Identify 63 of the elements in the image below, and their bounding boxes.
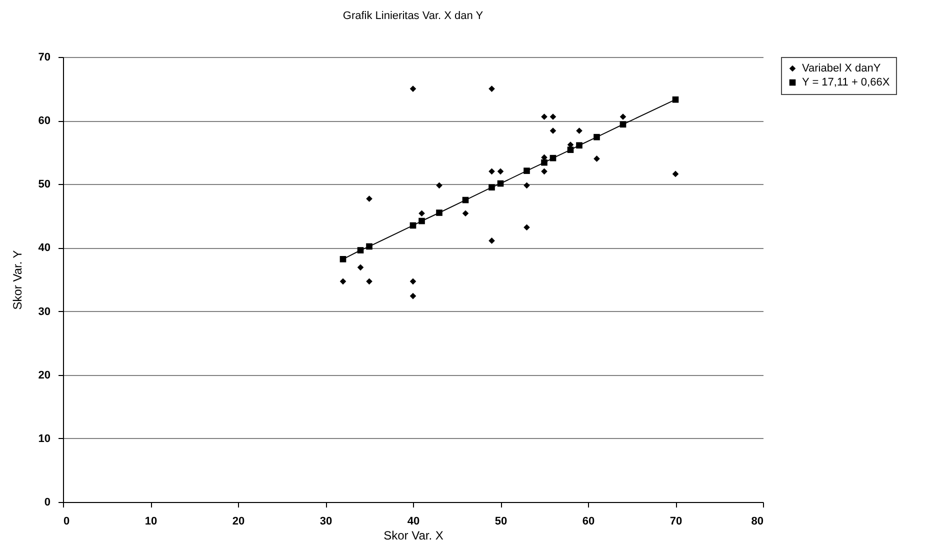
x-tick-label: 10 bbox=[144, 516, 158, 528]
x-tick-label: 40 bbox=[407, 516, 420, 528]
point bbox=[550, 154, 556, 162]
point bbox=[524, 224, 530, 231]
x-tick-label: 30 bbox=[320, 516, 332, 528]
x-tick-label: 50 bbox=[494, 516, 508, 528]
y-tick-label: 50 bbox=[38, 178, 50, 191]
x-axis-title: Skor Var. X bbox=[384, 528, 444, 542]
point bbox=[436, 182, 442, 189]
point bbox=[672, 170, 679, 178]
point bbox=[672, 96, 679, 103]
point bbox=[418, 218, 425, 224]
point bbox=[366, 278, 372, 285]
y-tick-label: 10 bbox=[38, 432, 50, 445]
point bbox=[418, 210, 425, 217]
x-tick-label: 60 bbox=[582, 516, 595, 528]
point bbox=[524, 182, 530, 189]
point bbox=[340, 256, 346, 262]
point bbox=[366, 196, 372, 202]
point bbox=[576, 128, 582, 134]
point bbox=[541, 114, 548, 120]
point bbox=[410, 292, 416, 300]
y-tick-label: 40 bbox=[38, 242, 50, 254]
point bbox=[620, 114, 626, 120]
point bbox=[488, 168, 495, 175]
y-tick-label: 30 bbox=[38, 306, 50, 318]
point bbox=[550, 128, 556, 134]
x-tick-label: 70 bbox=[670, 516, 682, 528]
point bbox=[576, 142, 582, 149]
y-tick-label: 0 bbox=[44, 496, 50, 508]
point bbox=[410, 278, 416, 285]
y-tick-label: 20 bbox=[38, 369, 50, 382]
point bbox=[357, 247, 364, 254]
x-tick-label: 0 bbox=[64, 516, 70, 528]
point bbox=[497, 180, 504, 187]
point bbox=[524, 168, 530, 174]
x-tick-label: 20 bbox=[232, 516, 245, 528]
y-axis-title: Skor Var. Y bbox=[10, 250, 24, 310]
point bbox=[594, 156, 600, 162]
point bbox=[541, 159, 548, 166]
y-tick-label: 70 bbox=[38, 52, 50, 64]
point bbox=[550, 114, 556, 120]
point bbox=[541, 168, 548, 175]
x-tick-label: 80 bbox=[751, 516, 764, 528]
point bbox=[366, 243, 372, 250]
legend-label: Y = 17,11 + 0,66X bbox=[802, 76, 890, 88]
point bbox=[594, 134, 600, 140]
point bbox=[462, 210, 469, 217]
point bbox=[488, 184, 495, 190]
point bbox=[357, 264, 364, 271]
point bbox=[567, 146, 574, 153]
point bbox=[488, 86, 495, 92]
y-tick-label: 60 bbox=[38, 115, 50, 128]
point bbox=[436, 210, 442, 216]
chart-title: Grafik Linieritas Var. X dan Y bbox=[342, 10, 484, 22]
point bbox=[462, 196, 469, 204]
point bbox=[340, 278, 346, 285]
point bbox=[410, 222, 416, 229]
point bbox=[497, 168, 504, 175]
legend-label: Variabel X danY bbox=[802, 62, 882, 74]
point bbox=[488, 238, 495, 244]
point bbox=[620, 121, 626, 128]
point bbox=[410, 86, 416, 92]
